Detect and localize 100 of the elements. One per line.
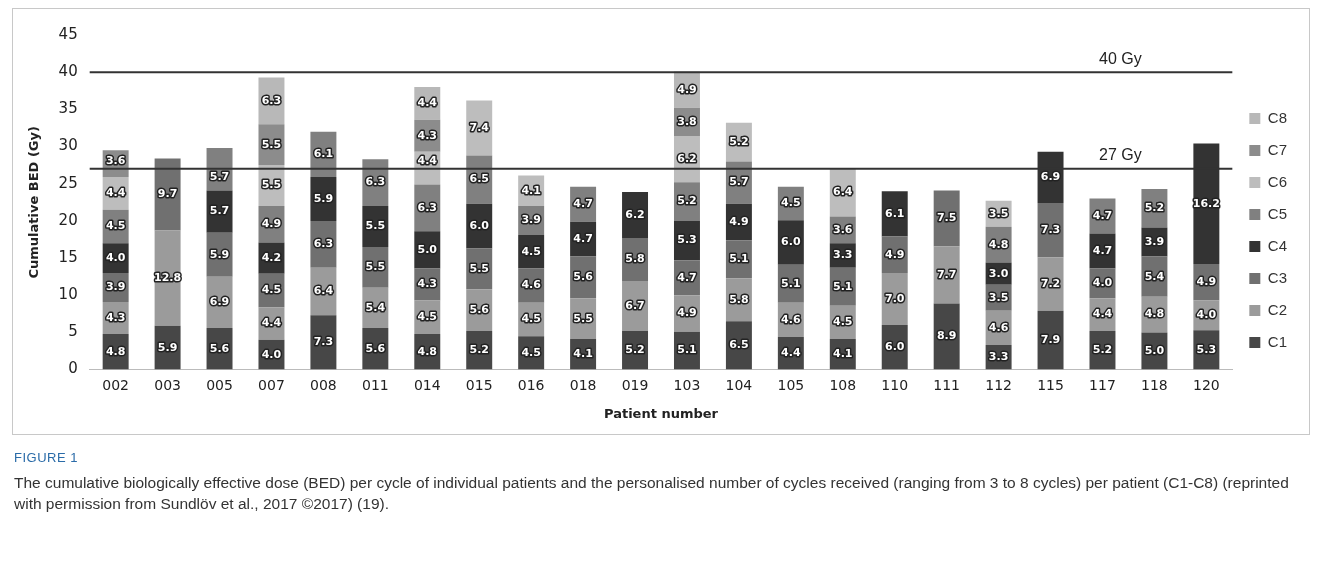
x-tick-label: 007: [258, 376, 285, 393]
data-label: 9.7: [157, 187, 178, 201]
y-tick-label: 15: [58, 247, 78, 266]
data-label: 4.7: [1092, 208, 1113, 222]
ref-line-label: 40 Gy: [1099, 49, 1142, 67]
data-label: 16.2: [1192, 196, 1220, 210]
data-label: 5.5: [469, 261, 489, 275]
x-tick-label: 117: [1089, 376, 1116, 393]
data-label: 3.5: [988, 206, 1009, 220]
data-label: 5.2: [469, 343, 489, 357]
data-label: 5.9: [209, 247, 230, 261]
x-tick-label: 019: [621, 376, 649, 393]
data-label: 7.5: [936, 211, 957, 225]
data-label: 5.5: [261, 137, 282, 151]
data-label: 3.9: [105, 280, 126, 294]
data-label: 3.9: [521, 213, 541, 227]
data-label: 6.7: [625, 298, 645, 312]
data-label: 5.6: [573, 270, 594, 284]
data-label: 5.4: [1144, 269, 1165, 283]
data-label: 4.4: [105, 186, 126, 200]
data-label: 6.1: [313, 147, 334, 161]
data-label: 4.9: [884, 247, 905, 261]
legend-label: C5: [1267, 204, 1288, 222]
data-label: 4.6: [781, 312, 801, 326]
x-tick-label: 104: [725, 376, 753, 393]
data-label: 4.7: [677, 270, 697, 284]
data-label: 3.6: [833, 222, 853, 236]
data-label: 4.9: [677, 306, 697, 320]
data-label: 7.4: [469, 120, 490, 134]
data-label: 3.3: [988, 350, 1009, 364]
data-label: 5.0: [1144, 343, 1165, 357]
data-label: 6.9: [1040, 170, 1061, 184]
x-tick-label: 105: [777, 376, 805, 393]
data-label: 3.8: [677, 114, 697, 128]
x-tick-label: 018: [569, 376, 597, 393]
x-tick-label: 118: [1141, 376, 1168, 393]
legend-label: C8: [1267, 108, 1288, 126]
y-tick-label: 5: [68, 322, 78, 341]
data-label: 5.6: [469, 302, 490, 316]
x-tick-label: 111: [933, 376, 961, 393]
data-label: 5.9: [313, 191, 334, 205]
ref-line-label: 27 Gy: [1099, 146, 1142, 164]
y-tick-label: 10: [58, 285, 78, 304]
data-label: 5.7: [209, 204, 230, 218]
x-tick-label: 002: [102, 376, 130, 393]
data-label: 4.8: [417, 344, 438, 358]
data-label: 3.0: [988, 266, 1009, 280]
data-label: 5.7: [729, 175, 749, 189]
x-tick-label: 005: [206, 376, 233, 393]
data-label: 4.9: [677, 82, 697, 96]
data-label: 5.2: [1092, 343, 1113, 357]
data-label: 4.9: [261, 217, 282, 231]
x-tick-label: 115: [1037, 376, 1064, 393]
data-label: 5.8: [625, 252, 645, 266]
data-label: 5.1: [833, 279, 853, 293]
legend-label: C4: [1267, 236, 1288, 254]
data-label: 6.1: [884, 206, 905, 220]
data-label: 4.8: [105, 344, 126, 358]
y-tick-label: 0: [68, 359, 78, 378]
data-label: 5.1: [677, 343, 697, 357]
data-label: 5.2: [677, 194, 697, 208]
y-tick-label: 25: [58, 173, 78, 192]
data-label: 6.3: [417, 200, 438, 214]
data-label: 5.0: [417, 242, 438, 256]
data-label: 4.7: [573, 231, 593, 245]
x-tick-label: 016: [517, 376, 545, 393]
data-label: 6.9: [209, 295, 230, 309]
data-label: 4.8: [1144, 307, 1165, 321]
data-label: 5.1: [781, 276, 801, 290]
data-label: 6.0: [884, 340, 905, 354]
data-label: 4.6: [988, 320, 1009, 334]
data-label: 4.8: [988, 237, 1009, 251]
y-tick-label: 35: [58, 99, 78, 118]
data-label: 3.3: [833, 248, 853, 262]
y-tick-label: 20: [58, 210, 78, 229]
text: The cumulative biologically effective dose (BED) per cycle of individual patients and the personalised number of cycles received (ranging from 3 to 8 cycles) per patient (C1-C8) (reprinted with permission from Sundlöv et al., 2017 ©2017) (19).: [14, 473, 1290, 514]
x-tick-label: 112: [985, 376, 1012, 393]
data-label: 5.9: [157, 340, 178, 354]
data-label: 3.6: [105, 153, 126, 167]
data-label: 4.4: [781, 346, 801, 360]
data-label: 7.3: [1040, 223, 1061, 237]
y-tick-label: 30: [58, 136, 78, 155]
data-label: 6.2: [677, 152, 697, 166]
data-label: 4.9: [1196, 275, 1217, 289]
data-label: 5.2: [625, 343, 645, 357]
caption: FIGURE 1: [14, 450, 78, 465]
data-label: 5.3: [677, 233, 697, 247]
legend-label: C2: [1267, 300, 1288, 318]
data-label: 3.9: [1144, 234, 1165, 248]
data-label: 7.9: [1040, 333, 1061, 347]
legend-label: C1: [1267, 332, 1288, 350]
data-label: 6.5: [469, 172, 489, 186]
y-tick-label: 45: [58, 24, 78, 43]
data-label: 6.0: [781, 235, 801, 249]
data-label: 4.1: [833, 347, 853, 361]
data-label: 6.2: [625, 207, 645, 221]
data-label: 4.0: [1092, 276, 1113, 290]
x-tick-label: 003: [154, 376, 181, 393]
x-tick-label: 014: [413, 376, 441, 393]
data-label: 4.7: [1092, 243, 1113, 257]
